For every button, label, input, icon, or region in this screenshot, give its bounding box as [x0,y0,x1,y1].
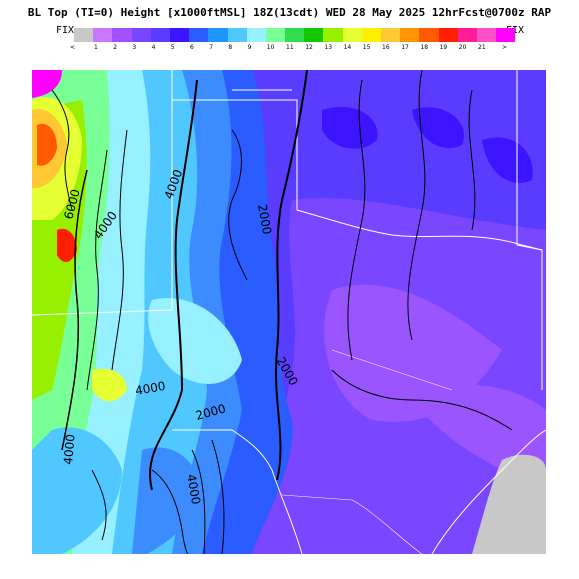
colorbar-tick-label: 17 [401,44,409,51]
colorbar-swatch [457,28,477,42]
colorbar-swatch [304,28,324,42]
colorbar-tick-label: 10 [266,44,275,51]
colorbar-tick-label: 7 [209,44,214,51]
colorbar-tick-label: 19 [439,44,448,51]
colorbar-swatch [189,28,209,42]
colorbar-swatch [476,28,497,42]
colorbar-swatch [361,28,381,42]
border-county-1 [281,494,423,554]
colorbar-swatch [169,28,190,42]
field-red-spot [57,228,77,262]
colorbar-tick-label: 1 [94,44,98,51]
contour-label-9: 4000 [184,473,203,506]
colorbar-swatch [265,28,286,42]
colorbar-swatch [131,28,151,42]
contour-label-4: 2000 [255,203,274,236]
border-tx-ok [172,99,543,251]
colorbar-tick-label: 16 [382,44,390,51]
field-dark-blob-1 [322,106,378,149]
field-red [37,123,57,166]
colorbar-tick-label: 18 [420,44,429,51]
contour-lines [51,70,513,554]
field-dark-blob-3 [482,137,533,184]
map-title: BL Top (TI=0) Height [x1000ftMSL] 18Z(13… [27,6,552,19]
colorbar-tick-label: 3 [132,44,137,51]
colorbar-tick-label: 12 [305,44,313,51]
field-gray [472,454,546,554]
colorbar-swatch [342,28,362,42]
field-south-cyan [32,427,122,554]
colorbar-swatch [438,28,458,42]
colorbar-tick-label: 2 [113,44,118,51]
field-dark-blob-2 [412,107,464,149]
colorbar-tick-label: 20 [458,44,467,51]
colorbar-tick-label: 11 [286,44,294,51]
contour-label-6: 4000 [134,379,167,398]
forecast-map: 6000 4000 4000 2000 2000 4000 2000 4000 … [32,70,546,554]
border-rio-grande [172,429,303,554]
colorbar-ticks: < > 1 2 3 4 5 6 7 8 9 10 11 12 13 14 15 16 17 18 19 20 21 [64,44,514,54]
colorbar-tick-label: 9 [247,44,252,51]
colorbar-swatch [93,28,113,42]
colorbar-tick-label: 5 [170,44,175,51]
colorbar-swatch [74,28,94,42]
field-south-yellow [92,368,127,402]
colorbar-swatch [400,28,420,42]
colorbar-tick-label: 8 [228,44,233,51]
colorbar-swatch [150,28,170,42]
colorbar-swatch [285,28,305,42]
colorbar-swatch [323,28,343,42]
colorbar-tick-label: 13 [324,44,333,51]
colorbar-tick-label: 15 [362,44,371,51]
field-magenta [32,70,62,98]
colorbar-left-arrow: < [70,44,76,51]
colorbar-right-arrow: > [502,44,508,51]
colorbar-fix-left: FIX [56,25,75,36]
colorbar-swatch [208,28,228,42]
border-east [516,70,543,390]
colorbar-swatch [419,28,439,42]
border-county-2 [331,349,453,391]
colorbar [74,28,516,42]
colorbar-swatch [381,28,401,42]
colorbar-swatch [227,28,247,42]
colorbar-tick-label: 21 [478,44,486,51]
colorbar-swatch [112,28,132,42]
colorbar-tick-label: 14 [343,44,352,51]
field-cyan-light-1 [148,298,242,384]
colorbar-swatch [496,28,516,42]
colorbar-swatch [246,28,266,42]
colorbar-tick-label: 4 [151,44,156,51]
colorbar-tick-label: 6 [190,44,194,51]
border-coast [431,429,546,554]
contour-label-8: 4000 [61,434,78,466]
